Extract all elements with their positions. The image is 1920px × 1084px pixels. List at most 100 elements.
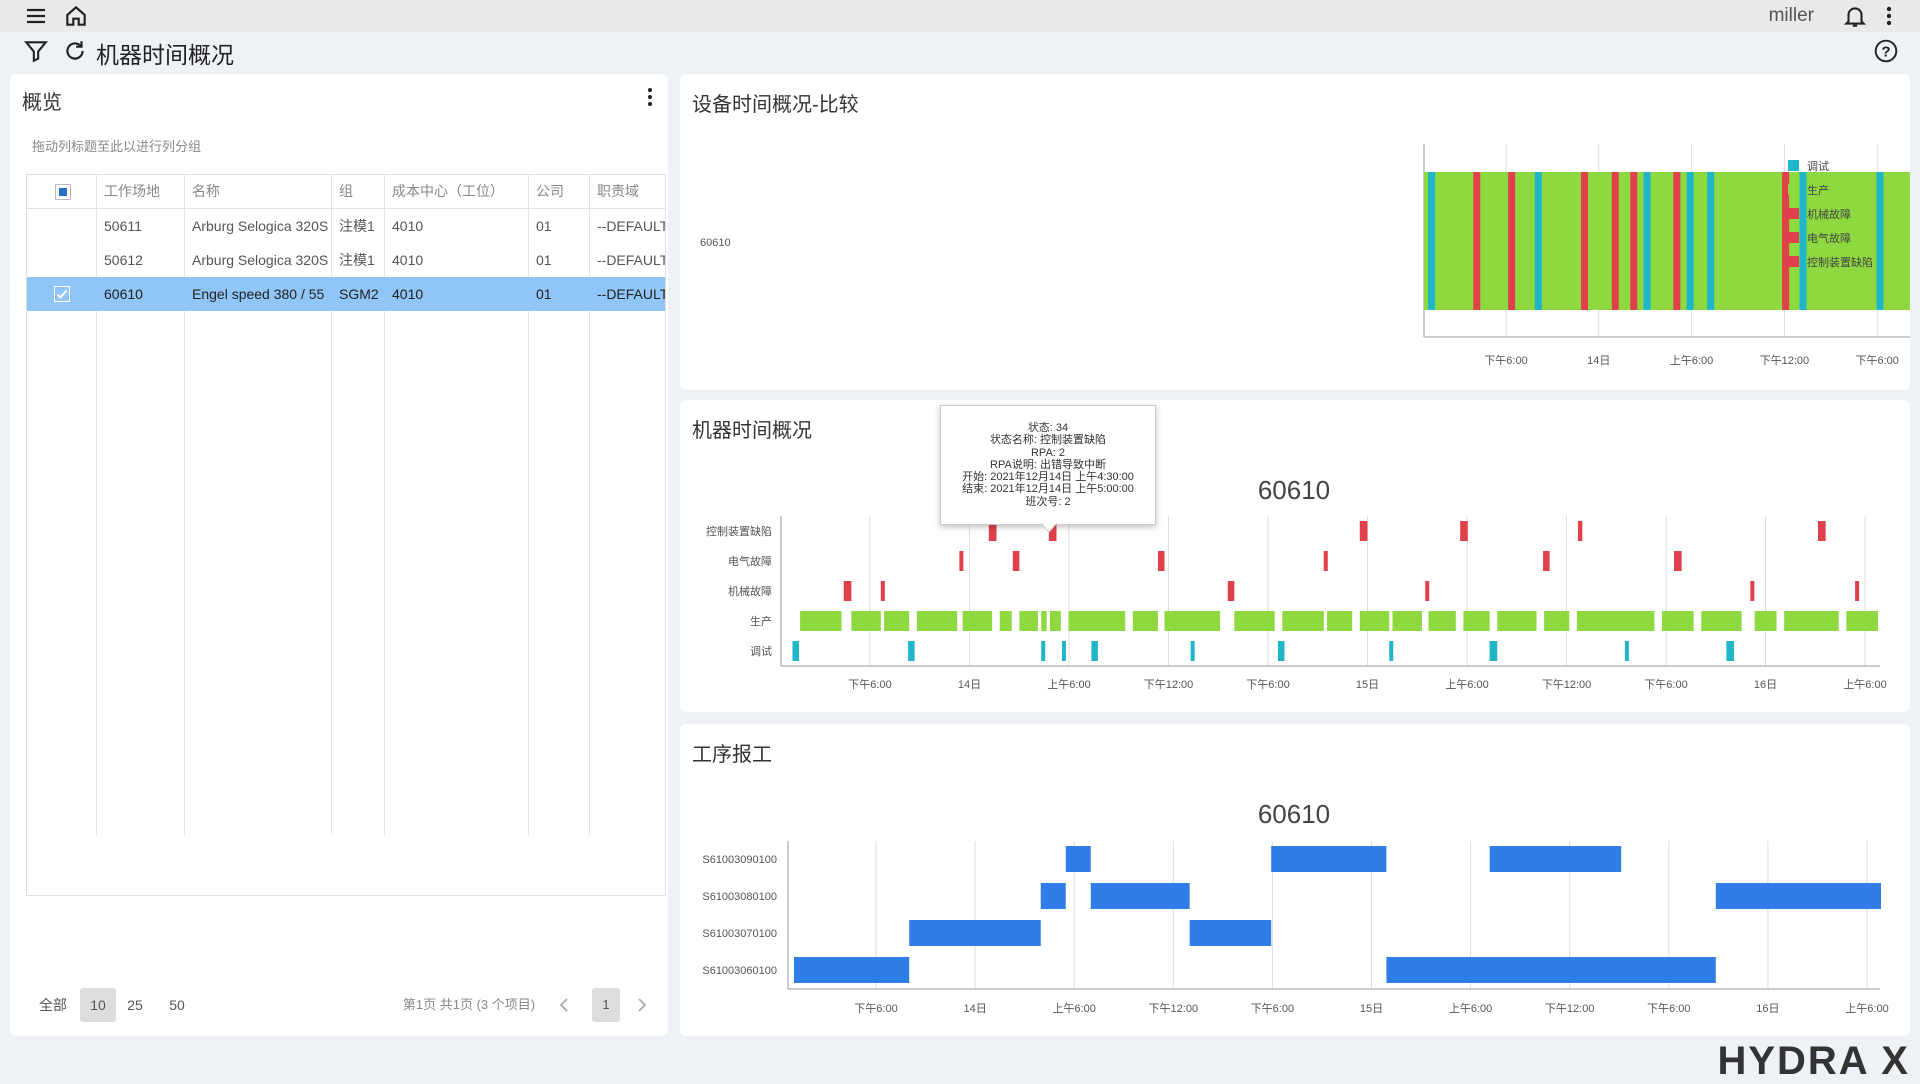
timeline-segment — [1012, 551, 1020, 571]
legend-swatch — [1788, 232, 1799, 243]
timeline-segment — [1855, 581, 1860, 601]
hamburger-menu-icon[interactable] — [24, 4, 48, 33]
page-size-all[interactable]: 全部 — [39, 997, 67, 1013]
x-tick-label: 上午6:00 — [1670, 354, 1713, 367]
col-header-company[interactable]: 公司 — [536, 183, 564, 199]
cell-group: SGM2 — [339, 286, 379, 302]
select-all-checkbox[interactable] — [55, 184, 71, 200]
refresh-icon[interactable] — [62, 38, 88, 69]
timeline-segment — [1544, 611, 1570, 631]
tooltip-line: 结束: 2021年12月14日 上午5:00:00 — [962, 483, 1134, 496]
help-icon[interactable]: ? — [1873, 38, 1899, 69]
x-tick-label: 下午6:00 — [1251, 1002, 1294, 1015]
page-1-button[interactable]: 1 — [592, 988, 620, 1022]
report-card: 工序报工 60610 下午6:00 14日 上午6:00 下午12:00 下午6:00 1… — [680, 724, 1910, 1036]
overview-card: 概览 拖动列标题至此以进行列分组 工作场地 名称 组 成本中心（工位） 公司 职… — [10, 74, 668, 1036]
x-tick-label: 下午6:00 — [1855, 354, 1898, 367]
col-header-group[interactable]: 组 — [339, 183, 353, 199]
timeline-segment — [962, 611, 993, 631]
page-size-50[interactable]: 50 — [169, 997, 185, 1013]
operation-bar — [1040, 883, 1066, 909]
table-row[interactable]: 50612 Arburg Selogica 320S 注模1 4010 01 -… — [27, 243, 665, 277]
filter-icon[interactable] — [23, 38, 49, 69]
tooltip-line: 开始: 2021年12月14日 上午4:30:00 — [962, 471, 1134, 484]
table-row[interactable]: 50611 Arburg Selogica 320S 注模1 4010 01 -… — [27, 209, 665, 243]
x-tick-label: 上午6:00 — [1052, 1002, 1095, 1015]
x-tick-label: 下午12:00 — [1542, 678, 1592, 691]
timeline-segment — [843, 581, 852, 601]
timeline-segment — [1392, 611, 1422, 631]
y-category-label: S61003080100 — [702, 891, 777, 903]
overview-title: 概览 — [22, 92, 62, 114]
timeline-segment — [1277, 641, 1285, 661]
timeline-segment — [1701, 611, 1742, 631]
col-header-workplace[interactable]: 工作场地 — [104, 183, 160, 199]
pager: 全部 10 25 50 第1页 共1页 (3 个项目) 1 — [26, 988, 666, 1028]
timeline-segment — [1576, 611, 1655, 631]
timeline-segment — [1190, 641, 1195, 661]
legend-label: 控制装置缺陷 — [1807, 255, 1873, 269]
col-header-name[interactable]: 名称 — [192, 183, 220, 199]
cell-workplace: 50611 — [104, 218, 142, 234]
state-stripe — [1686, 172, 1694, 310]
more-vertical-icon[interactable] — [1884, 4, 1894, 33]
machine-chart-title: 60610 — [1258, 475, 1330, 505]
brand-logo: HYDRA X — [1717, 1039, 1910, 1083]
y-category-label: 机械故障 — [728, 584, 772, 598]
compare-y-label: 60610 — [700, 237, 731, 249]
operation-bar — [1489, 846, 1622, 872]
operation-bar — [1189, 920, 1272, 946]
table-row-selected[interactable]: 60610 Engel speed 380 / 55 SGM2 4010 01 … — [27, 277, 665, 311]
legend-label: 调试 — [1807, 160, 1829, 173]
cell-company: 01 — [536, 286, 552, 302]
timeline-segment — [1227, 581, 1235, 601]
cell-workplace: 60610 — [104, 286, 143, 302]
page-title: 机器时间概况 — [96, 42, 234, 68]
prev-page-chevron-icon[interactable] — [554, 988, 574, 1022]
timeline-segment — [1091, 641, 1098, 661]
operation-bar — [1090, 883, 1190, 909]
cell-domain: --DEFAULT — [597, 286, 665, 302]
kebab-menu-icon[interactable] — [646, 86, 654, 113]
col-header-cost-center[interactable]: 成本中心（工位） — [392, 183, 504, 199]
page-header: 机器时间概况 ? — [0, 32, 1920, 70]
timeline-segment — [1463, 611, 1490, 631]
state-stripe — [1782, 172, 1790, 310]
tooltip-line: RPA说明: 出错导致中断 — [990, 458, 1106, 471]
y-category-label: 控制装置缺陷 — [706, 524, 772, 538]
timeline-segment — [1543, 551, 1550, 571]
operation-bar — [794, 957, 910, 983]
timeline-segment — [1132, 611, 1158, 631]
next-page-chevron-icon[interactable] — [632, 988, 652, 1022]
page-size-25[interactable]: 25 — [127, 997, 143, 1013]
group-drop-hint: 拖动列标题至此以进行列分组 — [32, 139, 202, 154]
bell-icon[interactable] — [1842, 3, 1868, 34]
timeline-segment — [1673, 551, 1682, 571]
x-tick-label: 14日 — [1587, 355, 1610, 367]
user-name[interactable]: miller — [1768, 5, 1814, 26]
x-tick-label: 上午6:00 — [1047, 678, 1090, 691]
timeline-segment — [1784, 611, 1839, 631]
home-icon[interactable] — [63, 3, 89, 34]
overview-grid: 工作场地 名称 组 成本中心（工位） 公司 职责域 50611 Arburg S… — [26, 174, 666, 896]
tooltip-line: RPA: 2 — [1030, 446, 1066, 459]
row-checkbox-checked[interactable] — [54, 286, 70, 302]
x-tick-label: 下午6:00 — [1644, 678, 1687, 691]
state-stripe — [1428, 172, 1436, 310]
legend-label: 生产 — [1807, 183, 1829, 197]
operation-bar — [1386, 957, 1716, 983]
page-size-10[interactable]: 10 — [80, 988, 116, 1022]
timeline-segment — [1428, 611, 1456, 631]
col-header-domain[interactable]: 职责域 — [597, 183, 639, 199]
x-tick-label: 下午6:00 — [1246, 678, 1289, 691]
timeline-segment — [1359, 521, 1368, 541]
cell-cost-center: 4010 — [392, 218, 424, 234]
grid-header: 工作场地 名称 组 成本中心（工位） 公司 职责域 — [27, 175, 665, 209]
report-chart-title: 60610 — [1258, 799, 1330, 829]
x-tick-label: 下午6:00 — [1484, 354, 1527, 367]
timeline-segment — [1577, 521, 1583, 541]
timeline-segment — [1164, 611, 1221, 631]
operation-bar — [1715, 883, 1881, 909]
timeline-segment — [1157, 551, 1165, 571]
timeline-segment — [1754, 611, 1777, 631]
